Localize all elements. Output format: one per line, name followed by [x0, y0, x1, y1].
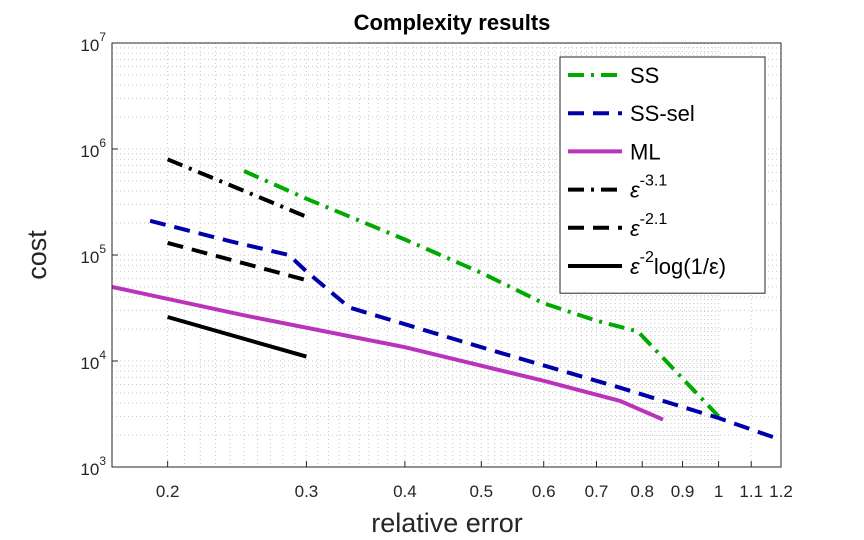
legend: SS SS-sel ML ε-3.1 ε-2.1 ε-2log(1/ε)	[559, 56, 766, 294]
series-line-4	[167, 240, 307, 283]
x-tick-label: 0.2	[156, 482, 180, 501]
legend-label-3: ε-3.1	[630, 173, 667, 203]
x-tick-label: 0.6	[532, 482, 556, 501]
x-tick-label: 0.5	[469, 482, 493, 501]
series-line-5	[167, 315, 307, 359]
y-tick-label: 103	[80, 454, 106, 479]
legend-label-1: SS-sel	[630, 101, 695, 126]
x-axis-label: relative error	[371, 508, 523, 538]
legend-label-2: ML	[630, 139, 661, 164]
y-tick-label: 107	[80, 30, 106, 55]
x-tick-label: 0.7	[585, 482, 609, 501]
x-tick-label: 0.3	[295, 482, 319, 501]
legend-label-0: SS	[630, 63, 659, 88]
y-tick-label: 105	[80, 242, 106, 267]
y-tick-label: 104	[80, 348, 106, 373]
legend-label-5: ε-2log(1/ε)	[630, 249, 726, 279]
chart-title: Complexity results	[354, 10, 551, 35]
y-tick-label: 106	[80, 136, 106, 161]
axis-ticks: 0.2 0.3 0.4 0.5 0.6 0.7 0.8 0.9 1 1.1 1.2 103 104 105…	[80, 30, 792, 501]
legend-box	[559, 56, 766, 294]
series-line-1	[149, 218, 782, 442]
y-axis-label: cost	[22, 230, 52, 280]
series-layer	[111, 157, 782, 442]
x-tick-label: 1	[714, 482, 723, 501]
x-tick-label: 1.1	[739, 482, 763, 501]
series-line-3	[166, 157, 308, 219]
x-tick-label: 0.9	[671, 482, 695, 501]
x-tick-label: 1.2	[769, 482, 793, 501]
series-line-2	[111, 284, 664, 422]
x-tick-label: 0.8	[630, 482, 654, 501]
x-tick-label: 0.4	[393, 482, 417, 501]
legend-label-4: ε-2.1	[630, 211, 667, 241]
